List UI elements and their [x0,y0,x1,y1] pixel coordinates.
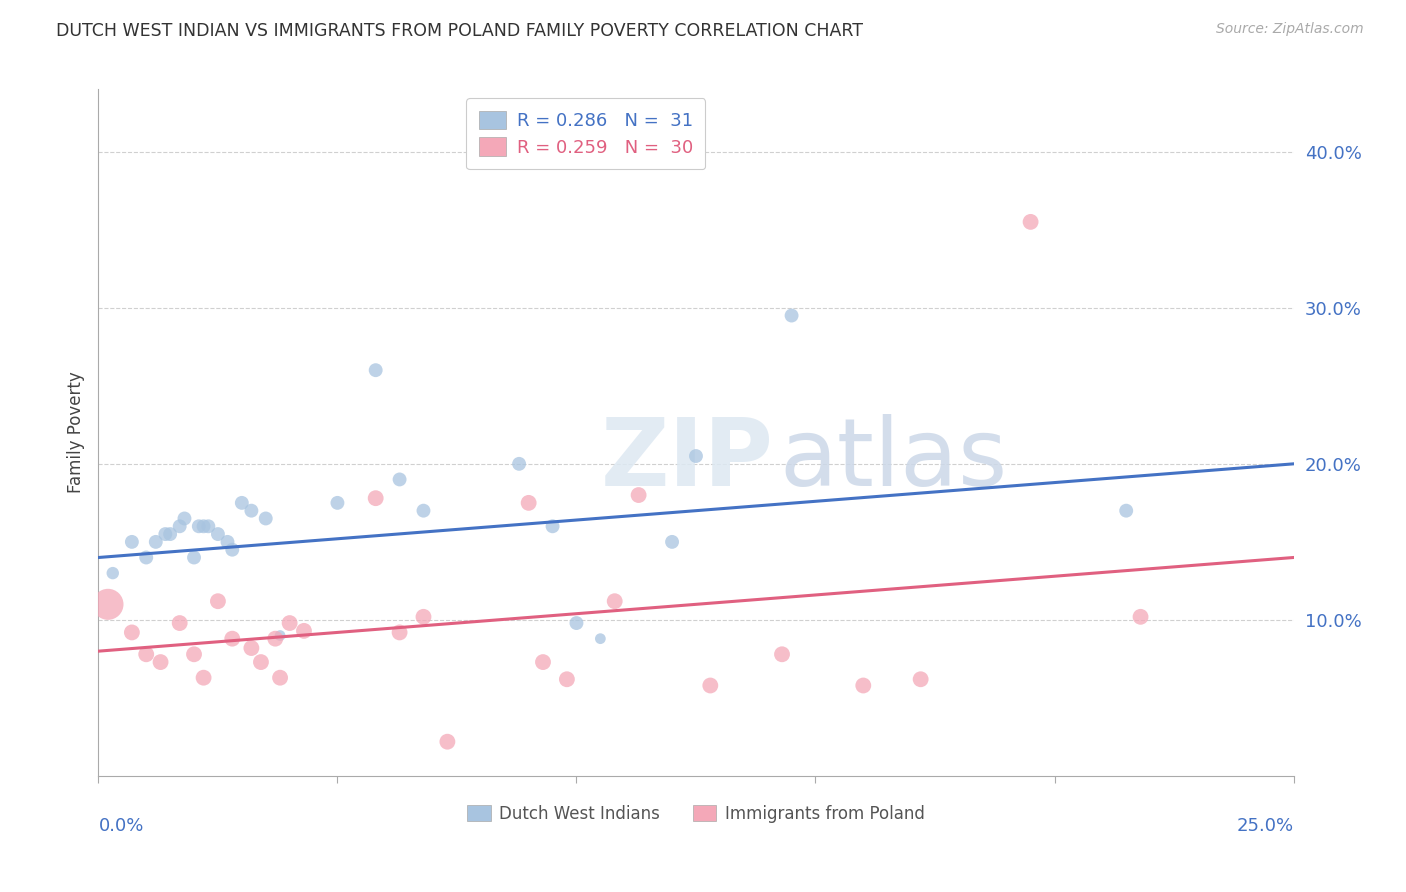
Point [517,496,540,510]
Point [231,496,253,510]
Point [121,534,143,549]
Point [193,671,215,685]
Point [364,491,387,505]
Point [250,655,273,669]
Point [1129,610,1152,624]
Point [269,628,291,642]
Point [169,615,191,630]
Point [217,534,239,549]
Point [183,550,205,565]
Point [910,673,932,687]
Point [589,632,612,646]
Point [254,511,277,525]
Point [603,594,626,608]
Point [264,632,287,646]
Point [121,625,143,640]
Point [627,488,650,502]
Point [269,671,291,685]
Point [187,519,209,533]
Point [555,673,578,687]
Point [388,625,411,640]
Text: DUTCH WEST INDIAN VS IMMIGRANTS FROM POLAND FAMILY POVERTY CORRELATION CHART: DUTCH WEST INDIAN VS IMMIGRANTS FROM POL… [56,22,863,40]
Point [221,542,243,557]
Y-axis label: Family Poverty: Family Poverty [66,372,84,493]
Point [685,449,707,463]
Point [240,640,263,655]
Point [149,655,172,669]
Point [183,648,205,662]
Point [852,678,875,692]
Point [135,550,157,565]
Point [565,615,588,630]
Point [278,615,301,630]
Point [531,655,554,669]
Point [326,496,349,510]
Point [135,648,157,662]
Point [412,503,434,517]
Point [292,624,315,638]
Point [364,363,387,377]
Point [159,527,181,541]
Legend: Dutch West Indians, Immigrants from Poland: Dutch West Indians, Immigrants from Pola… [461,798,931,830]
Point [699,678,721,692]
Point [1115,503,1137,517]
Point [97,598,120,612]
Point [541,519,564,533]
Point [101,566,124,580]
Text: Source: ZipAtlas.com: Source: ZipAtlas.com [1216,22,1364,37]
Point [193,519,215,533]
Point [388,472,411,486]
Point [207,594,229,608]
Point [770,648,793,662]
Point [207,527,229,541]
Point [508,457,530,471]
Point [155,527,177,541]
Point [436,735,458,749]
Text: 25.0%: 25.0% [1236,817,1294,835]
Point [240,503,263,517]
Text: ZIP: ZIP [600,414,773,506]
Point [780,309,803,323]
Text: 0.0%: 0.0% [98,817,143,835]
Point [221,632,243,646]
Point [145,534,167,549]
Point [169,519,191,533]
Point [1019,215,1042,229]
Point [173,511,195,525]
Point [661,534,683,549]
Point [412,610,434,624]
Point [197,519,219,533]
Text: atlas: atlas [779,414,1008,506]
